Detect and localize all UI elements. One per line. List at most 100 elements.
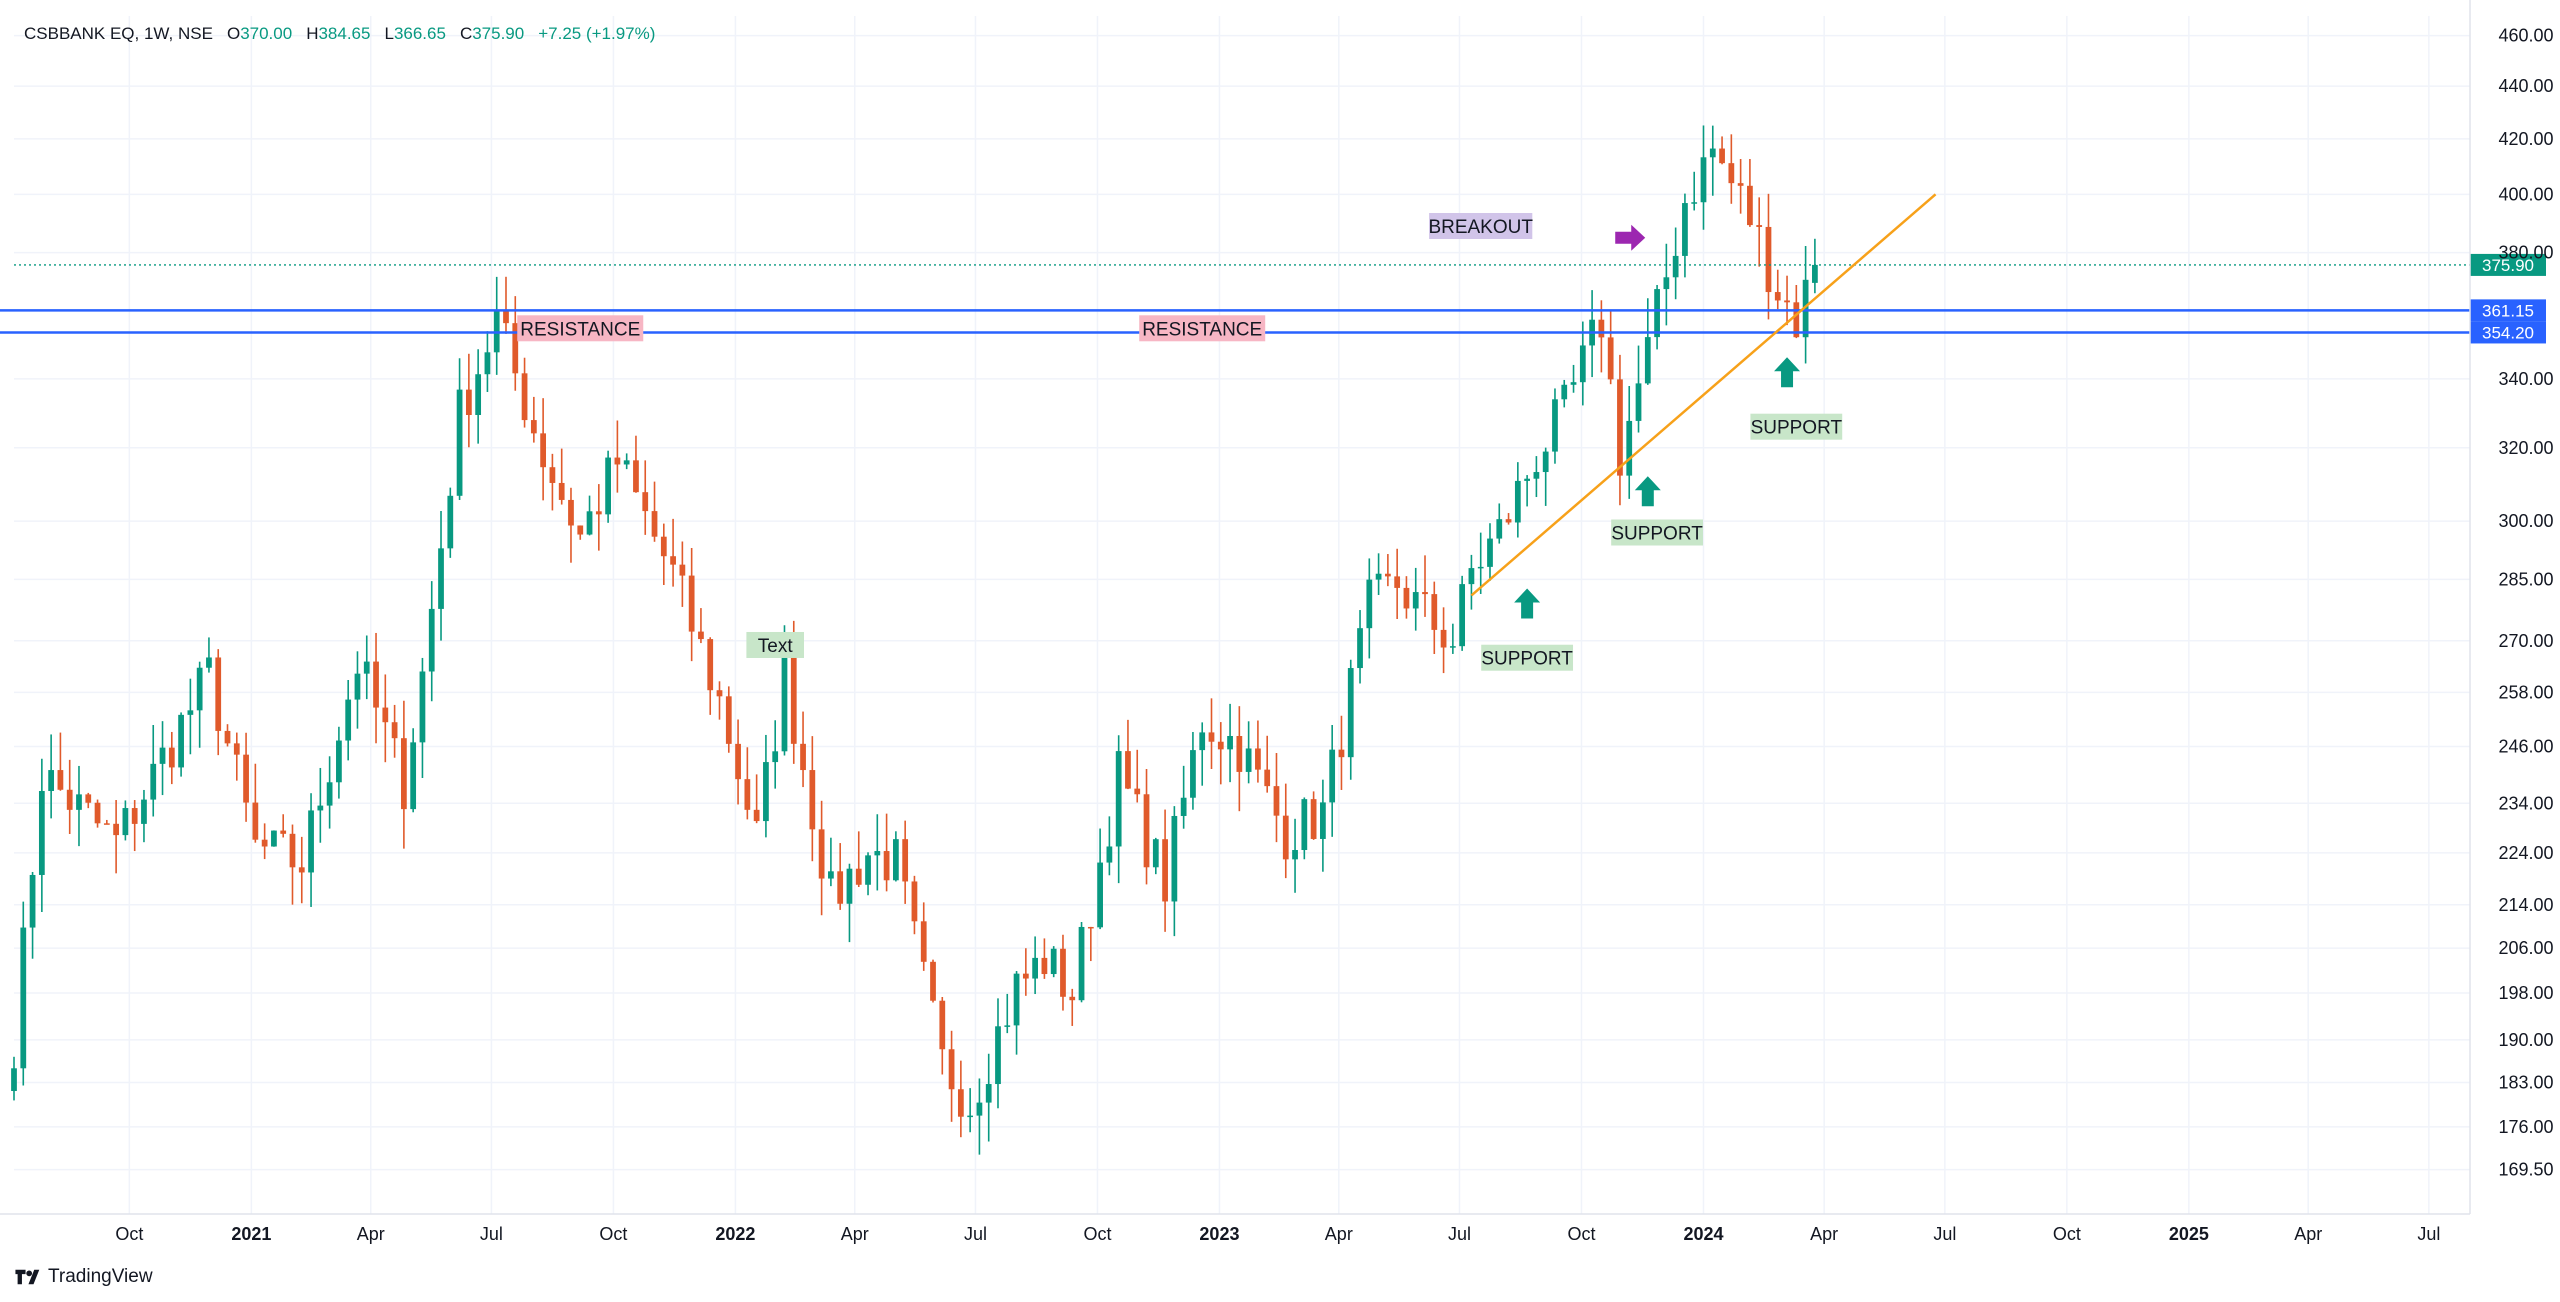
candle-body: [11, 1068, 17, 1092]
candle-body: [772, 751, 779, 763]
y-tick-label: 420.00: [2498, 129, 2553, 149]
x-tick-label: Oct: [1083, 1224, 1111, 1244]
x-tick-label: Apr: [1810, 1224, 1838, 1244]
breakout-arrow-icon[interactable]: [1615, 224, 1646, 251]
level-price-label: 354.20: [2482, 323, 2534, 342]
candle-body: [103, 823, 110, 825]
axes[interactable]: 460.00 440.00 420.00 400.00 380.00 340.00 320.…: [0, 0, 2554, 1244]
candle-body: [614, 457, 621, 465]
annotation-label-bg: [1611, 519, 1703, 546]
x-tick-label: Oct: [2053, 1224, 2081, 1244]
candle-body: [911, 881, 918, 922]
candle-body: [1737, 183, 1744, 186]
x-tick-label: Oct: [599, 1224, 627, 1244]
candle-body: [410, 742, 417, 810]
horizontal-levels[interactable]: 375.90 361.15 354.20: [0, 253, 2546, 344]
candle-body: [261, 839, 268, 847]
annotation-text: SUPPORT: [1611, 524, 1703, 545]
y-tick-label: 460.00: [2498, 26, 2553, 46]
trendline[interactable]: [1470, 193, 1937, 597]
candle-body: [1273, 786, 1280, 816]
candle-body: [131, 808, 138, 824]
candle-body: [837, 871, 844, 904]
candle-body: [1524, 478, 1530, 481]
change-value: +7.25 (+1.97%): [538, 24, 656, 43]
candle-body: [1719, 148, 1725, 164]
candle-body: [1227, 736, 1233, 750]
open-value: 370.00: [240, 24, 293, 43]
candle-body: [512, 323, 519, 374]
x-tick-label: Apr: [357, 1224, 385, 1244]
candle-body: [1282, 815, 1289, 860]
candle-body: [1255, 748, 1261, 770]
trendline-layer[interactable]: [1470, 193, 1937, 597]
candle-body: [178, 714, 184, 768]
annotation-text: RESISTANCE: [520, 319, 640, 340]
last-price-label: 375.90: [2482, 256, 2534, 275]
annotation-label[interactable]: Text: [746, 631, 805, 658]
symbol-name[interactable]: CSBBANK EQ, 1W, NSE: [24, 24, 213, 43]
high-label: H: [306, 24, 319, 43]
y-tick-label: 285.00: [2498, 569, 2553, 589]
annotation-text: BREAKOUT: [1428, 217, 1533, 238]
x-tick-label: Apr: [2294, 1224, 2322, 1244]
annotation-label[interactable]: RESISTANCE: [1139, 315, 1266, 342]
candle-body: [1143, 794, 1150, 868]
tradingview-logo-icon: [15, 1269, 40, 1285]
candle-body: [1579, 345, 1586, 383]
y-tick-label: 246.00: [2498, 737, 2553, 757]
candle-body: [995, 1026, 1001, 1085]
candle-body: [1013, 973, 1020, 1026]
candle-body: [20, 927, 27, 1069]
candle-body: [308, 810, 314, 873]
candle-body: [1644, 337, 1651, 384]
candle-body: [57, 770, 64, 790]
candle-body: [1208, 732, 1215, 742]
candle-body: [948, 1049, 955, 1090]
candle-body: [243, 754, 249, 803]
candle-body: [586, 511, 593, 535]
annotation-label[interactable]: SUPPORT: [1750, 413, 1842, 440]
annotation-label-bg: [1139, 315, 1266, 342]
candle-body: [1626, 420, 1633, 476]
candle-body: [382, 707, 389, 723]
low-label: L: [384, 24, 394, 43]
candle-body: [1338, 749, 1345, 758]
y-tick-label: 206.00: [2498, 938, 2553, 958]
candle-body: [707, 639, 714, 691]
candle-body: [465, 389, 472, 415]
candle-body: [1106, 846, 1113, 863]
annotation-label[interactable]: SUPPORT: [1611, 519, 1703, 546]
candle-body: [623, 460, 630, 465]
candle-body: [233, 743, 240, 755]
close-label: C: [459, 24, 473, 43]
candle-body: [800, 743, 806, 771]
candle-body: [1162, 839, 1168, 902]
support-arrow-icon[interactable]: [1514, 588, 1541, 619]
annotation-label[interactable]: SUPPORT: [1481, 644, 1573, 671]
level-price-label: 361.15: [2482, 301, 2534, 320]
candle-body: [790, 656, 797, 744]
tradingview-brand[interactable]: TradingView: [14, 1266, 153, 1288]
annotations[interactable]: RESISTANCE RESISTANCE BREAKOUT SUPPORT SUPPO…: [517, 213, 1842, 671]
x-tick-label: Jul: [480, 1224, 503, 1244]
candle-body: [38, 790, 45, 875]
y-tick-label: 169.50: [2498, 1160, 2553, 1180]
annotation-label[interactable]: RESISTANCE: [517, 315, 644, 342]
candle-body: [317, 805, 324, 811]
y-tick-label: 440.00: [2498, 76, 2553, 96]
candle-body: [1793, 302, 1800, 338]
candle-body: [1394, 576, 1401, 588]
annotation-label[interactable]: BREAKOUT: [1428, 213, 1533, 240]
candle-body: [1097, 862, 1103, 928]
candle-body: [577, 525, 584, 535]
candle-body: [187, 710, 194, 715]
support-arrow-icon[interactable]: [1634, 476, 1661, 507]
support-arrow-icon[interactable]: [1774, 357, 1801, 388]
candle-body: [781, 656, 788, 752]
candle-body: [206, 657, 212, 668]
candle-body: [716, 690, 723, 697]
y-tick-label: 258.00: [2498, 682, 2553, 702]
candle-body: [326, 782, 333, 806]
